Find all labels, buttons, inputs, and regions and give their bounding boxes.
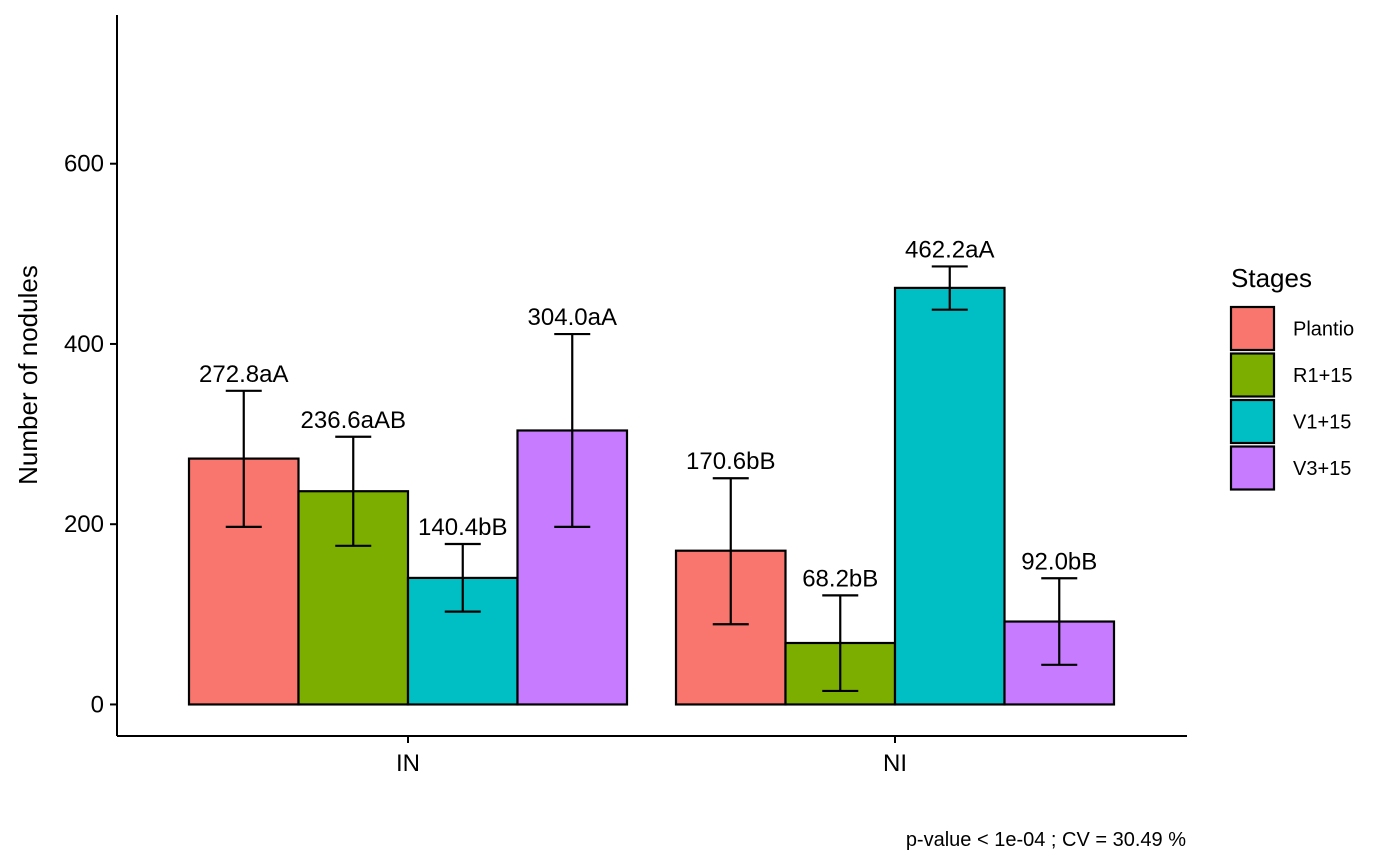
legend-swatch xyxy=(1229,305,1276,352)
y-tick-label: 200 xyxy=(64,511,104,538)
data-label: 140.4bB xyxy=(418,514,507,541)
legend: Stages Plantio R1+15 V1+15 V3+15 xyxy=(1229,263,1354,491)
data-label: 462.2aA xyxy=(905,236,994,263)
legend-item: V1+15 xyxy=(1229,398,1351,445)
error-bar xyxy=(335,435,372,547)
legend-item: R1+15 xyxy=(1229,352,1353,398)
legend-label: Plantio xyxy=(1293,319,1354,341)
x-ticks: IN NI xyxy=(396,736,907,777)
data-label: 304.0aA xyxy=(528,304,617,331)
legend-swatch xyxy=(1229,398,1276,445)
error-bar xyxy=(225,389,262,529)
y-axis-title: Number of nodules xyxy=(13,265,43,485)
data-label: 170.6bB xyxy=(686,448,775,475)
data-label: 92.0bB xyxy=(1021,548,1097,575)
legend-label: R1+15 xyxy=(1293,365,1353,387)
bar-ni-v1-15 xyxy=(893,286,1006,706)
x-tick-label: NI xyxy=(883,750,907,777)
data-label: 272.8aA xyxy=(199,361,288,388)
y-tick-label: 400 xyxy=(64,331,104,358)
data-labels-layer: 272.8aA 236.6aAB 140.4bB 304.0aA 170.6bB 68.2… xyxy=(199,236,1097,592)
legend-swatch xyxy=(1229,352,1276,398)
y-tick-label: 600 xyxy=(64,151,104,178)
error-bar xyxy=(554,332,591,529)
error-bar xyxy=(1041,577,1078,666)
bars-layer xyxy=(187,286,1116,706)
legend-swatch xyxy=(1229,445,1276,491)
data-label: 68.2bB xyxy=(802,565,878,592)
legend-item: Plantio xyxy=(1229,305,1354,352)
y-ticks: 0 200 400 600 xyxy=(64,151,117,718)
legend-label: V1+15 xyxy=(1293,412,1351,434)
axes: 0 200 400 600 IN NI xyxy=(64,15,1187,777)
error-bars-layer xyxy=(225,265,1078,693)
y-tick-label: 0 xyxy=(91,691,104,718)
error-bar xyxy=(822,594,859,693)
error-bar xyxy=(931,265,968,311)
error-bar xyxy=(444,542,481,613)
legend-items: Plantio R1+15 V1+15 V3+15 xyxy=(1229,305,1354,491)
legend-title: Stages xyxy=(1231,263,1312,293)
legend-item: V3+15 xyxy=(1229,445,1351,491)
chart-caption: p-value < 1e-04 ; CV = 30.49 % xyxy=(906,829,1186,851)
x-tick-label: IN xyxy=(396,750,420,777)
data-label: 236.6aAB xyxy=(301,407,406,434)
bar-ni-plantio xyxy=(674,549,787,706)
legend-label: V3+15 xyxy=(1293,458,1351,480)
error-bar xyxy=(712,477,749,626)
